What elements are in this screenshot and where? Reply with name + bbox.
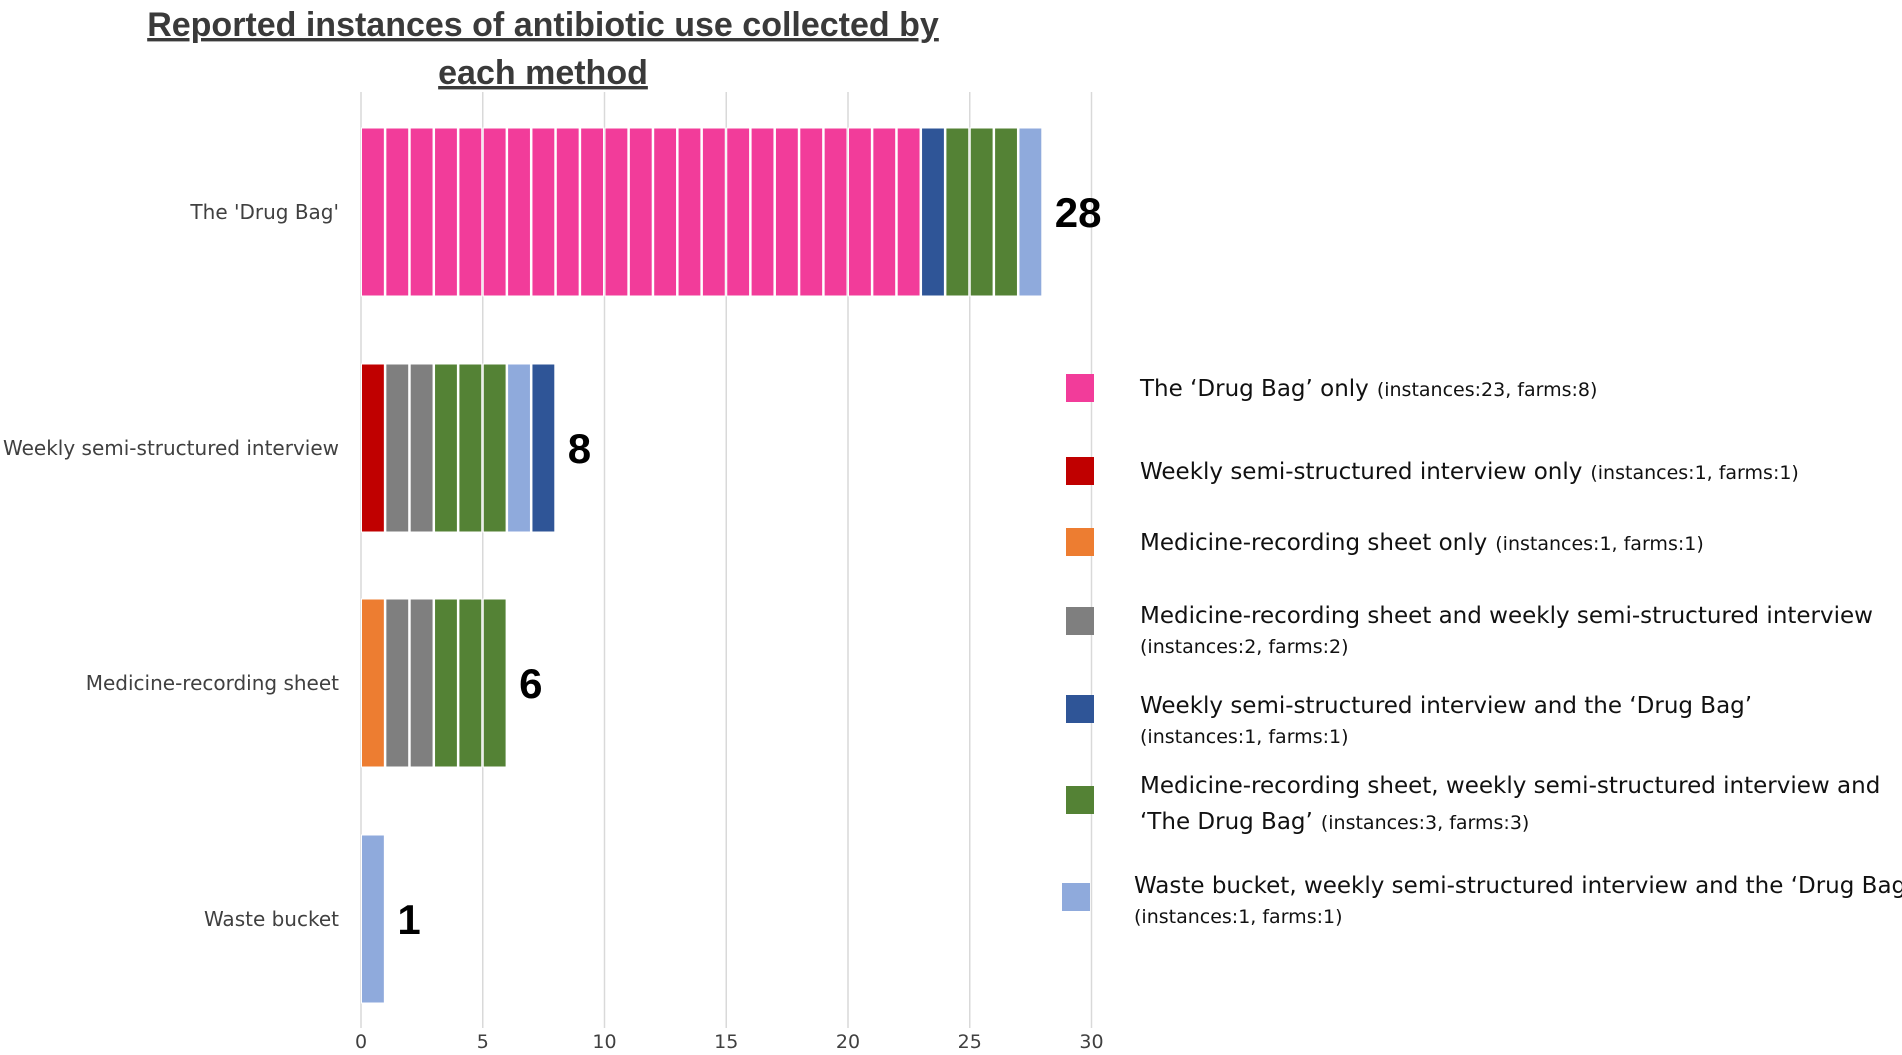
bar-segment — [409, 127, 434, 297]
legend-detail: (instances:1, farms:1) — [1590, 462, 1799, 484]
total-label: 6 — [519, 660, 542, 707]
bar-segment — [482, 598, 507, 768]
legend-label: Weekly semi-structured interview only (in… — [1140, 459, 1799, 485]
bar-segment — [507, 363, 531, 533]
bar-segment — [799, 127, 824, 297]
legend-detail: (instances:3, farms:3) — [1321, 812, 1530, 834]
bar-segment — [945, 127, 970, 297]
bar-segment — [653, 127, 678, 297]
bar-segment — [1018, 127, 1043, 297]
bar-segment — [628, 127, 653, 297]
bar-segment — [531, 127, 556, 297]
bar-segment — [604, 127, 629, 297]
bar-segment — [896, 127, 921, 297]
legend: The ‘Drug Bag’ only (instances:23, farms:… — [1062, 374, 1902, 928]
category-label: Medicine-recording sheet — [86, 671, 339, 695]
bar-segment — [701, 127, 726, 297]
chart-title-line-1: Reported instances of antibiotic use col… — [147, 6, 939, 44]
category-labels: The 'Drug Bag' Weekly semi-structured int… — [3, 200, 339, 931]
legend-swatch — [1066, 607, 1094, 635]
x-tick-label: 10 — [592, 1031, 616, 1053]
category-label: Waste bucket — [204, 907, 339, 931]
legend-name-line-2: ‘The Drug Bag’ — [1140, 809, 1313, 835]
legend-label: Waste bucket, weekly semi-structured int… — [1134, 873, 1902, 899]
bar-segment — [361, 598, 385, 768]
legend-swatch — [1066, 695, 1094, 723]
bar-segment — [361, 834, 385, 1004]
bar-segment — [434, 363, 458, 533]
bar-segment — [458, 363, 483, 533]
bar-segment — [580, 127, 605, 297]
x-tick-label: 30 — [1079, 1031, 1103, 1053]
category-label: Weekly semi-structured interview — [3, 436, 339, 460]
legend-swatch — [1066, 374, 1094, 402]
bar-segment — [385, 127, 410, 297]
legend-name: The ‘Drug Bag’ only — [1139, 376, 1369, 402]
bar-segment — [409, 363, 434, 533]
legend-detail: (instances:2, farms:2) — [1140, 636, 1349, 658]
bar-segment — [823, 127, 848, 297]
bar-segment — [872, 127, 897, 297]
legend-name: Waste bucket, weekly semi-structured int… — [1134, 873, 1902, 899]
x-axis-ticks: 0 5 10 15 20 25 30 — [355, 1031, 1104, 1053]
total-label: 1 — [397, 896, 420, 943]
bar-segment — [969, 127, 994, 297]
bar-segment — [531, 363, 556, 533]
x-tick-label: 25 — [958, 1031, 982, 1053]
legend-name: Medicine-recording sheet, weekly semi-st… — [1140, 773, 1880, 799]
legend-label: Weekly semi-structured interview and the… — [1140, 693, 1752, 719]
bar-segment — [458, 598, 483, 768]
legend-label: The ‘Drug Bag’ only (instances:23, farms:… — [1139, 376, 1597, 402]
bar-segment — [848, 127, 872, 297]
x-tick-label: 0 — [355, 1031, 367, 1053]
bar-segment — [434, 127, 458, 297]
legend-name: Medicine-recording sheet only — [1140, 530, 1487, 556]
total-labels: 28 8 6 1 — [397, 189, 1101, 943]
bar-segment — [921, 127, 945, 297]
legend-swatch — [1066, 786, 1094, 814]
bar-segment — [385, 598, 410, 768]
bar-segment — [994, 127, 1018, 297]
bar-segment — [361, 127, 385, 297]
bar-segment — [458, 127, 483, 297]
bars — [361, 127, 1043, 1004]
x-tick-label: 20 — [836, 1031, 860, 1053]
legend-detail: (instances:1, farms:1) — [1495, 533, 1704, 555]
legend-swatch — [1066, 528, 1094, 556]
x-tick-label: 15 — [714, 1031, 738, 1053]
legend-label: Medicine-recording sheet only (instances:… — [1140, 530, 1704, 556]
chart-title: Reported instances of antibiotic use col… — [147, 6, 939, 92]
bar-segment — [774, 127, 799, 297]
legend-swatch — [1062, 883, 1090, 911]
legend-detail: (instances:1, farms:1) — [1140, 726, 1349, 748]
bar-segment — [677, 127, 702, 297]
bar-segment — [507, 127, 531, 297]
legend-name: Weekly semi-structured interview and the… — [1140, 693, 1752, 719]
legend-name: Medicine-recording sheet and weekly semi… — [1140, 603, 1873, 629]
bar-segment — [750, 127, 775, 297]
total-label: 8 — [568, 425, 591, 472]
legend-label: Medicine-recording sheet, weekly semi-st… — [1140, 773, 1880, 799]
x-tick-label: 5 — [477, 1031, 489, 1053]
bar-segment — [555, 127, 580, 297]
bar-segment — [726, 127, 751, 297]
legend-name: Weekly semi-structured interview only — [1140, 459, 1582, 485]
legend-label: Medicine-recording sheet and weekly semi… — [1140, 603, 1873, 629]
legend-label-line-2: ‘The Drug Bag’ (instances:3, farms:3) — [1140, 809, 1529, 835]
total-label: 28 — [1055, 189, 1102, 236]
bar-segment — [361, 363, 385, 533]
bar-segment — [482, 127, 507, 297]
category-label: The 'Drug Bag' — [189, 200, 339, 224]
legend-swatch — [1066, 457, 1094, 485]
legend-detail: (instances:1, farms:1) — [1134, 906, 1343, 928]
chart-title-line-2: each method — [438, 54, 648, 92]
bar-segment — [385, 363, 410, 533]
legend-detail: (instances:23, farms:8) — [1377, 379, 1598, 401]
bar-segment — [434, 598, 458, 768]
bar-segment — [409, 598, 434, 768]
bar-segment — [482, 363, 507, 533]
